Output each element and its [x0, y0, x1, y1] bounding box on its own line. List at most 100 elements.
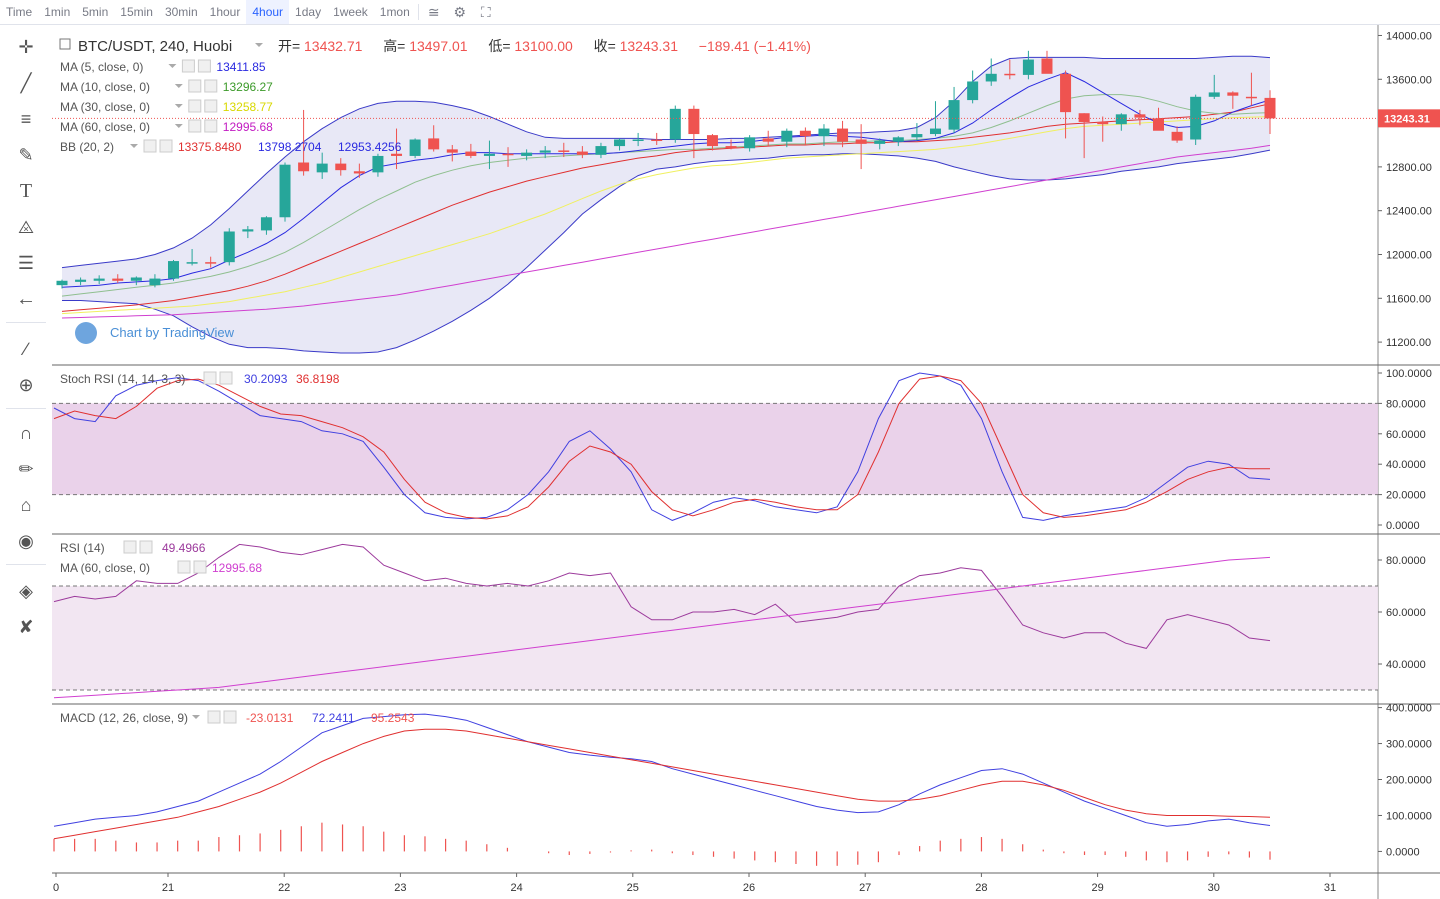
- candle: [1208, 74, 1220, 99]
- sidebar-divider: [6, 322, 46, 323]
- candle-body: [1264, 97, 1276, 119]
- rsi-ma-line: [53, 556, 1271, 699]
- chart-type-icon[interactable]: ≅: [427, 3, 440, 20]
- interval-1min[interactable]: 1min: [44, 5, 71, 19]
- price-tick-label: 12800.00: [1386, 162, 1432, 174]
- ohlc-label: 开=: [278, 38, 300, 54]
- candle-body: [1152, 118, 1164, 131]
- ma30-line: [61, 116, 1271, 315]
- bb-basis-line: [61, 103, 1271, 312]
- crosshair-icon[interactable]: ✛: [18, 36, 34, 57]
- candle: [112, 274, 124, 283]
- candle-body: [1004, 73, 1016, 76]
- candle: [1078, 113, 1090, 159]
- candle: [688, 105, 700, 159]
- candle: [1097, 116, 1109, 142]
- stoch-k-line: [53, 372, 1271, 521]
- interval-5min[interactable]: 5min: [82, 5, 109, 19]
- bb-lower-line: [62, 149, 1271, 354]
- zoom-icon[interactable]: ⊕: [18, 374, 34, 395]
- candle: [1041, 50, 1053, 74]
- candle-body: [205, 262, 217, 264]
- indicator-dropdown-icon: [130, 144, 138, 148]
- eye-icon[interactable]: ◉: [18, 530, 34, 551]
- stoch-tick-label: 100.0000: [1386, 368, 1432, 380]
- interval-30min[interactable]: 30min: [164, 5, 198, 19]
- stoch-band-fill: [52, 403, 1378, 495]
- candle: [186, 249, 198, 266]
- trend-line-icon[interactable]: ╱: [20, 72, 32, 93]
- interval-1hour[interactable]: 1hour: [209, 5, 241, 19]
- candle-body: [521, 152, 533, 156]
- layers-icon[interactable]: ◈: [19, 580, 33, 601]
- chart-area[interactable]: 0 21 22 23 24 25 26 27 28 29 30 31 14000.00 13600.00 1…: [52, 25, 1440, 899]
- settings-gear-icon[interactable]: ⚙: [453, 3, 467, 20]
- candle: [1190, 94, 1202, 145]
- candle: [279, 162, 291, 222]
- candle-body: [688, 108, 700, 135]
- candle-body: [130, 277, 142, 281]
- indicator-legend-value: 12995.68: [223, 120, 273, 134]
- back-arrow-icon[interactable]: ←: [16, 287, 36, 310]
- unlock-icon[interactable]: ⌂: [20, 494, 32, 515]
- ruler-icon[interactable]: ∕: [24, 338, 28, 359]
- candle: [409, 138, 421, 159]
- indicator-legend-value: 13296.27: [223, 80, 273, 94]
- interval-1day[interactable]: 1day: [295, 5, 322, 19]
- indicator-legend-value: 13798.2704: [258, 140, 322, 154]
- fib-icon[interactable]: ≡: [20, 108, 32, 129]
- candle: [130, 276, 142, 286]
- candle: [539, 146, 551, 159]
- indicator-legend-name: BB (20, 2): [60, 140, 114, 154]
- indicator-legend-value: 13411.85: [216, 60, 265, 74]
- ohlc-value: 13497.01: [409, 38, 468, 54]
- candle: [799, 127, 811, 145]
- interval-time[interactable]: Time: [6, 5, 33, 19]
- time-tick-label: 21: [162, 882, 174, 894]
- lock-draw-icon[interactable]: ✏: [18, 458, 34, 479]
- candle-body: [781, 130, 793, 142]
- rsi-line: [53, 543, 1271, 649]
- measure-gann-icon[interactable]: ☰: [17, 252, 35, 273]
- ohlc-value: 13100.00: [514, 38, 573, 54]
- magnet-icon[interactable]: ∩: [19, 422, 33, 443]
- candle-body: [149, 278, 161, 286]
- candle: [483, 140, 495, 170]
- tradingview-logo-icon: [75, 322, 97, 344]
- candle: [1245, 72, 1257, 106]
- candle: [762, 130, 774, 147]
- pattern-icon[interactable]: ⨻: [17, 216, 35, 237]
- interval-1mon[interactable]: 1mon: [379, 5, 410, 19]
- candle: [985, 58, 997, 86]
- brush-icon[interactable]: ✎: [18, 144, 34, 165]
- candle-body: [576, 151, 588, 155]
- candle-body: [93, 278, 105, 281]
- candle-body: [409, 139, 421, 156]
- fullscreen-icon[interactable]: ⛶: [480, 3, 491, 20]
- indicator-remove-icon: [159, 139, 173, 153]
- text-icon[interactable]: T: [19, 179, 33, 202]
- indicator-dropdown-icon: [174, 124, 183, 128]
- candle: [614, 138, 626, 151]
- candle: [632, 132, 644, 147]
- interval-4hour[interactable]: 4hour: [246, 0, 290, 24]
- candle: [1115, 113, 1127, 131]
- candle: [967, 70, 979, 104]
- stoch-tick-label: 20.0000: [1386, 490, 1426, 502]
- interval-15min[interactable]: 15min: [120, 5, 153, 19]
- candle: [335, 158, 347, 176]
- candle-body: [298, 162, 310, 172]
- indicator-remove-icon: [204, 79, 218, 93]
- time-tick-label: 25: [627, 882, 639, 894]
- macd-remove-icon: [223, 710, 237, 724]
- rsi-remove-icon: [139, 540, 153, 554]
- candle: [1022, 50, 1034, 80]
- stoch-tick-label: 0.0000: [1386, 520, 1420, 532]
- candle: [595, 142, 607, 159]
- candle-body: [948, 100, 960, 130]
- candle-body: [874, 140, 886, 144]
- indicator-legend-name: MA (30, close, 0): [60, 100, 150, 114]
- trash-icon[interactable]: ✘: [18, 616, 34, 637]
- interval-1week[interactable]: 1week: [333, 5, 368, 19]
- candle: [446, 144, 458, 162]
